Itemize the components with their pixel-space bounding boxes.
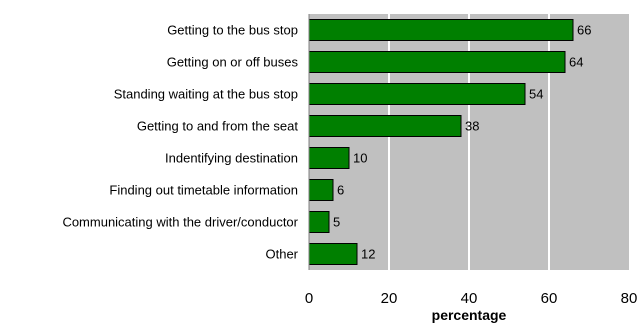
value-label-4: 38 bbox=[465, 119, 479, 134]
value-label-5: 10 bbox=[353, 151, 367, 166]
x-tick-80: 80 bbox=[621, 290, 638, 307]
x-tick-labels: 0 20 40 60 80 bbox=[305, 290, 638, 307]
category-label-4: Getting to and from the seat bbox=[137, 119, 299, 134]
bar-5 bbox=[308, 147, 350, 169]
value-label-3: 54 bbox=[529, 87, 543, 102]
x-tick-20: 20 bbox=[381, 290, 398, 307]
value-label-7: 5 bbox=[333, 215, 340, 230]
value-label-6: 6 bbox=[337, 183, 344, 198]
x-tick-40: 40 bbox=[461, 290, 478, 307]
x-axis-title: percentage bbox=[432, 307, 507, 323]
category-label-1: Getting to the bus stop bbox=[167, 23, 298, 38]
bar-3 bbox=[308, 83, 526, 105]
category-label-7: Communicating with the driver/conductor bbox=[62, 215, 298, 230]
x-tick-0: 0 bbox=[305, 290, 313, 307]
value-label-1: 66 bbox=[577, 23, 591, 38]
category-label-6: Finding out timetable information bbox=[109, 183, 298, 198]
category-labels: Getting to the bus stop Getting on or off… bbox=[62, 23, 298, 262]
value-labels: 66 64 54 38 10 6 5 12 bbox=[333, 23, 591, 262]
category-label-2: Getting on or off buses bbox=[167, 55, 299, 70]
bar-1 bbox=[308, 19, 574, 41]
category-label-8: Other bbox=[265, 247, 298, 262]
bar-8 bbox=[308, 243, 358, 265]
bar-6 bbox=[308, 179, 334, 201]
value-label-8: 12 bbox=[361, 247, 375, 262]
category-label-3: Standing waiting at the bus stop bbox=[114, 87, 298, 102]
category-label-5: Indentifying destination bbox=[165, 151, 298, 166]
value-label-2: 64 bbox=[569, 55, 583, 70]
bar-7 bbox=[308, 211, 330, 233]
x-tick-60: 60 bbox=[541, 290, 558, 307]
bar-2 bbox=[308, 51, 566, 73]
bar-4 bbox=[308, 115, 462, 137]
